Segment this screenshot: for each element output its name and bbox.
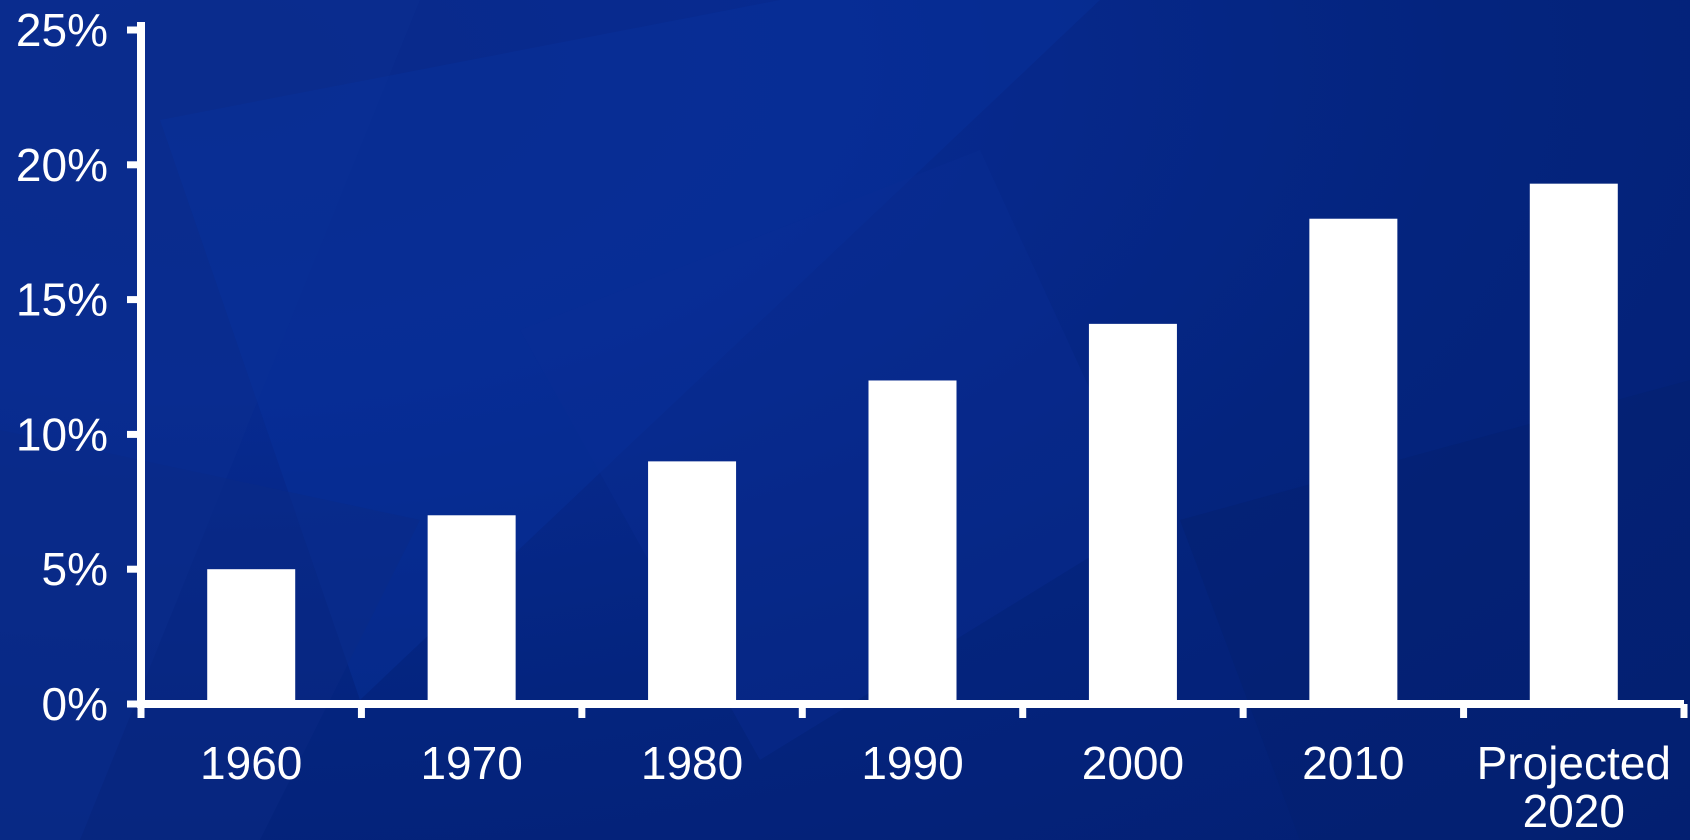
y-tick-label: 10% [16,408,108,460]
x-tick-label: 1990 [861,737,963,789]
y-ticks-group: 0% 5% 10% 15% 20% 25% [16,4,141,730]
x-tick-label: 1960 [200,737,302,789]
x-tick-label: 1980 [641,737,743,789]
bar-1970 [427,515,516,704]
x-tick-label: 1970 [420,737,522,789]
y-tick-label: 0% [42,678,108,730]
bar-2000 [1088,323,1177,704]
bar-projected-2020 [1529,183,1618,704]
bar-1990 [868,380,957,704]
bar-1980 [648,461,737,704]
x-tick-label: Projected 2020 [1477,737,1671,837]
bar-1960 [207,569,296,704]
y-tick-label: 15% [16,274,108,326]
y-tick-label: 25% [16,4,108,56]
x-tick-label: 2010 [1302,737,1404,789]
bar-2010 [1309,218,1398,704]
bars-group [207,183,1618,704]
y-tick-label: 20% [16,139,108,191]
x-tick-label: 2000 [1082,737,1184,789]
axes-group [137,22,1684,708]
y-tick-label: 5% [42,543,108,595]
x-ticks-group: 1960 1970 1980 1990 2000 2010 Projected 2020 [137,704,1688,837]
